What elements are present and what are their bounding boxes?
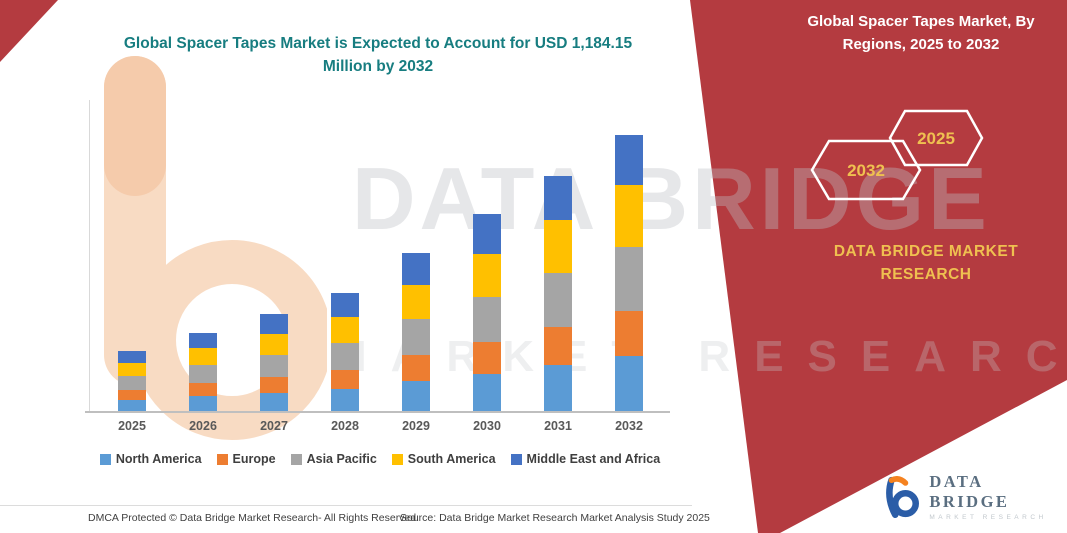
bar-segment xyxy=(544,365,572,411)
bar-segment xyxy=(118,363,146,376)
bar-segment xyxy=(331,317,359,343)
bar-segment xyxy=(260,393,288,411)
chart-legend: North America Europe Asia Pacific South Ame… xyxy=(60,452,700,466)
bar-segment xyxy=(544,220,572,273)
x-axis-label-2025: 2025 xyxy=(118,419,146,433)
legend-swatch xyxy=(99,453,111,465)
bar-segment xyxy=(615,185,643,247)
bar-segment xyxy=(544,176,572,220)
legend-label: Middle East and Africa xyxy=(526,452,661,466)
bar-segment xyxy=(260,355,288,377)
bar-2030 xyxy=(473,214,501,411)
bar-2028 xyxy=(331,293,359,411)
legend-label: Europe xyxy=(232,452,276,466)
legend-item: Europe xyxy=(216,452,276,466)
x-axis-line xyxy=(85,411,670,413)
bar-segment xyxy=(118,390,146,400)
bar-segment xyxy=(402,355,430,381)
x-axis-label-2026: 2026 xyxy=(189,419,217,433)
bar-segment xyxy=(331,370,359,389)
bar-2025 xyxy=(118,351,146,411)
bar-segment xyxy=(615,311,643,356)
legend-swatch xyxy=(391,453,403,465)
company-logo-subtitle: MARKET RESEARCH xyxy=(929,514,1047,521)
bar-segment xyxy=(544,327,572,365)
bar-segment xyxy=(189,365,217,383)
year-hexagons: 2032 2025 xyxy=(810,109,984,201)
bar-segment xyxy=(473,374,501,411)
bar-2026 xyxy=(189,333,217,411)
bar-segment xyxy=(118,351,146,363)
bar-segment xyxy=(118,376,146,390)
footer-dmca: DMCA Protected © Data Bridge Market Rese… xyxy=(88,512,420,524)
bar-segment xyxy=(189,383,217,396)
bar-segment xyxy=(331,343,359,370)
watermark-logo-icon xyxy=(104,56,327,440)
bar-segment xyxy=(189,396,217,411)
x-axis-label-2031: 2031 xyxy=(544,419,572,433)
company-logo: DATA BRIDGE MARKET RESEARCH xyxy=(884,472,1067,521)
bar-segment xyxy=(544,273,572,327)
bar-segment xyxy=(189,333,217,348)
plot-area: 2025 2026 2027 2028 2029 2030 2031 2032 xyxy=(85,100,670,433)
legend-label: Asia Pacific xyxy=(306,452,377,466)
bar-segment xyxy=(615,135,643,185)
hexagon-year-2032: 2032 xyxy=(847,161,885,180)
hexagon-year-2025: 2025 xyxy=(917,129,955,148)
bar-segment xyxy=(260,334,288,355)
x-axis-label-2029: 2029 xyxy=(402,419,430,433)
x-axis-label-2028: 2028 xyxy=(331,419,359,433)
legend-swatch xyxy=(510,453,522,465)
legend-swatch xyxy=(216,453,228,465)
x-axis-label-2032: 2032 xyxy=(615,419,643,433)
company-logo-icon xyxy=(886,475,919,518)
legend-item: Asia Pacific xyxy=(290,452,377,466)
bar-2032 xyxy=(615,135,643,411)
footer-source: Source: Data Bridge Market Research Mark… xyxy=(400,512,710,524)
legend-label: North America xyxy=(115,452,202,466)
bar-segment xyxy=(615,356,643,411)
brand-name: DATA BRIDGE MARKET RESEARCH xyxy=(833,243,1019,284)
bar-segment xyxy=(615,247,643,311)
bar-segment xyxy=(331,389,359,411)
legend-label: South America xyxy=(407,452,496,466)
bar-segment xyxy=(189,348,217,365)
y-axis-line xyxy=(89,100,90,413)
x-axis-label-2027: 2027 xyxy=(260,419,288,433)
bar-2029 xyxy=(402,253,430,411)
bar-segment xyxy=(260,377,288,393)
bar-2031 xyxy=(544,176,572,411)
bar-segment xyxy=(402,319,430,355)
watermark-marketresearch: MARKET RESEARCH xyxy=(330,332,1067,381)
bar-segment xyxy=(402,285,430,319)
bar-segment xyxy=(260,314,288,334)
hexagon-2025 xyxy=(888,109,984,167)
bar-segment xyxy=(331,293,359,317)
company-logo-name: DATA BRIDGE xyxy=(929,472,1010,511)
bar-2027 xyxy=(260,314,288,411)
page-title: Global Spacer Tapes Market is Expected t… xyxy=(123,35,633,76)
bar-segment xyxy=(402,381,430,411)
legend-item: South America xyxy=(391,452,496,466)
bar-segment xyxy=(473,214,501,254)
x-axis-label-2030: 2030 xyxy=(473,419,501,433)
bar-segment xyxy=(473,254,501,297)
bar-segment xyxy=(118,400,146,411)
legend-swatch xyxy=(290,453,302,465)
legend-item: Middle East and Africa xyxy=(510,452,661,466)
bar-segment xyxy=(402,253,430,285)
panel-title: Global Spacer Tapes Market, By Regions, … xyxy=(807,13,1035,54)
bar-segment xyxy=(473,342,501,374)
hexagon-2032 xyxy=(810,139,922,201)
bar-segment xyxy=(473,297,501,342)
legend-item: North America xyxy=(99,452,202,466)
footer-divider xyxy=(0,505,692,506)
